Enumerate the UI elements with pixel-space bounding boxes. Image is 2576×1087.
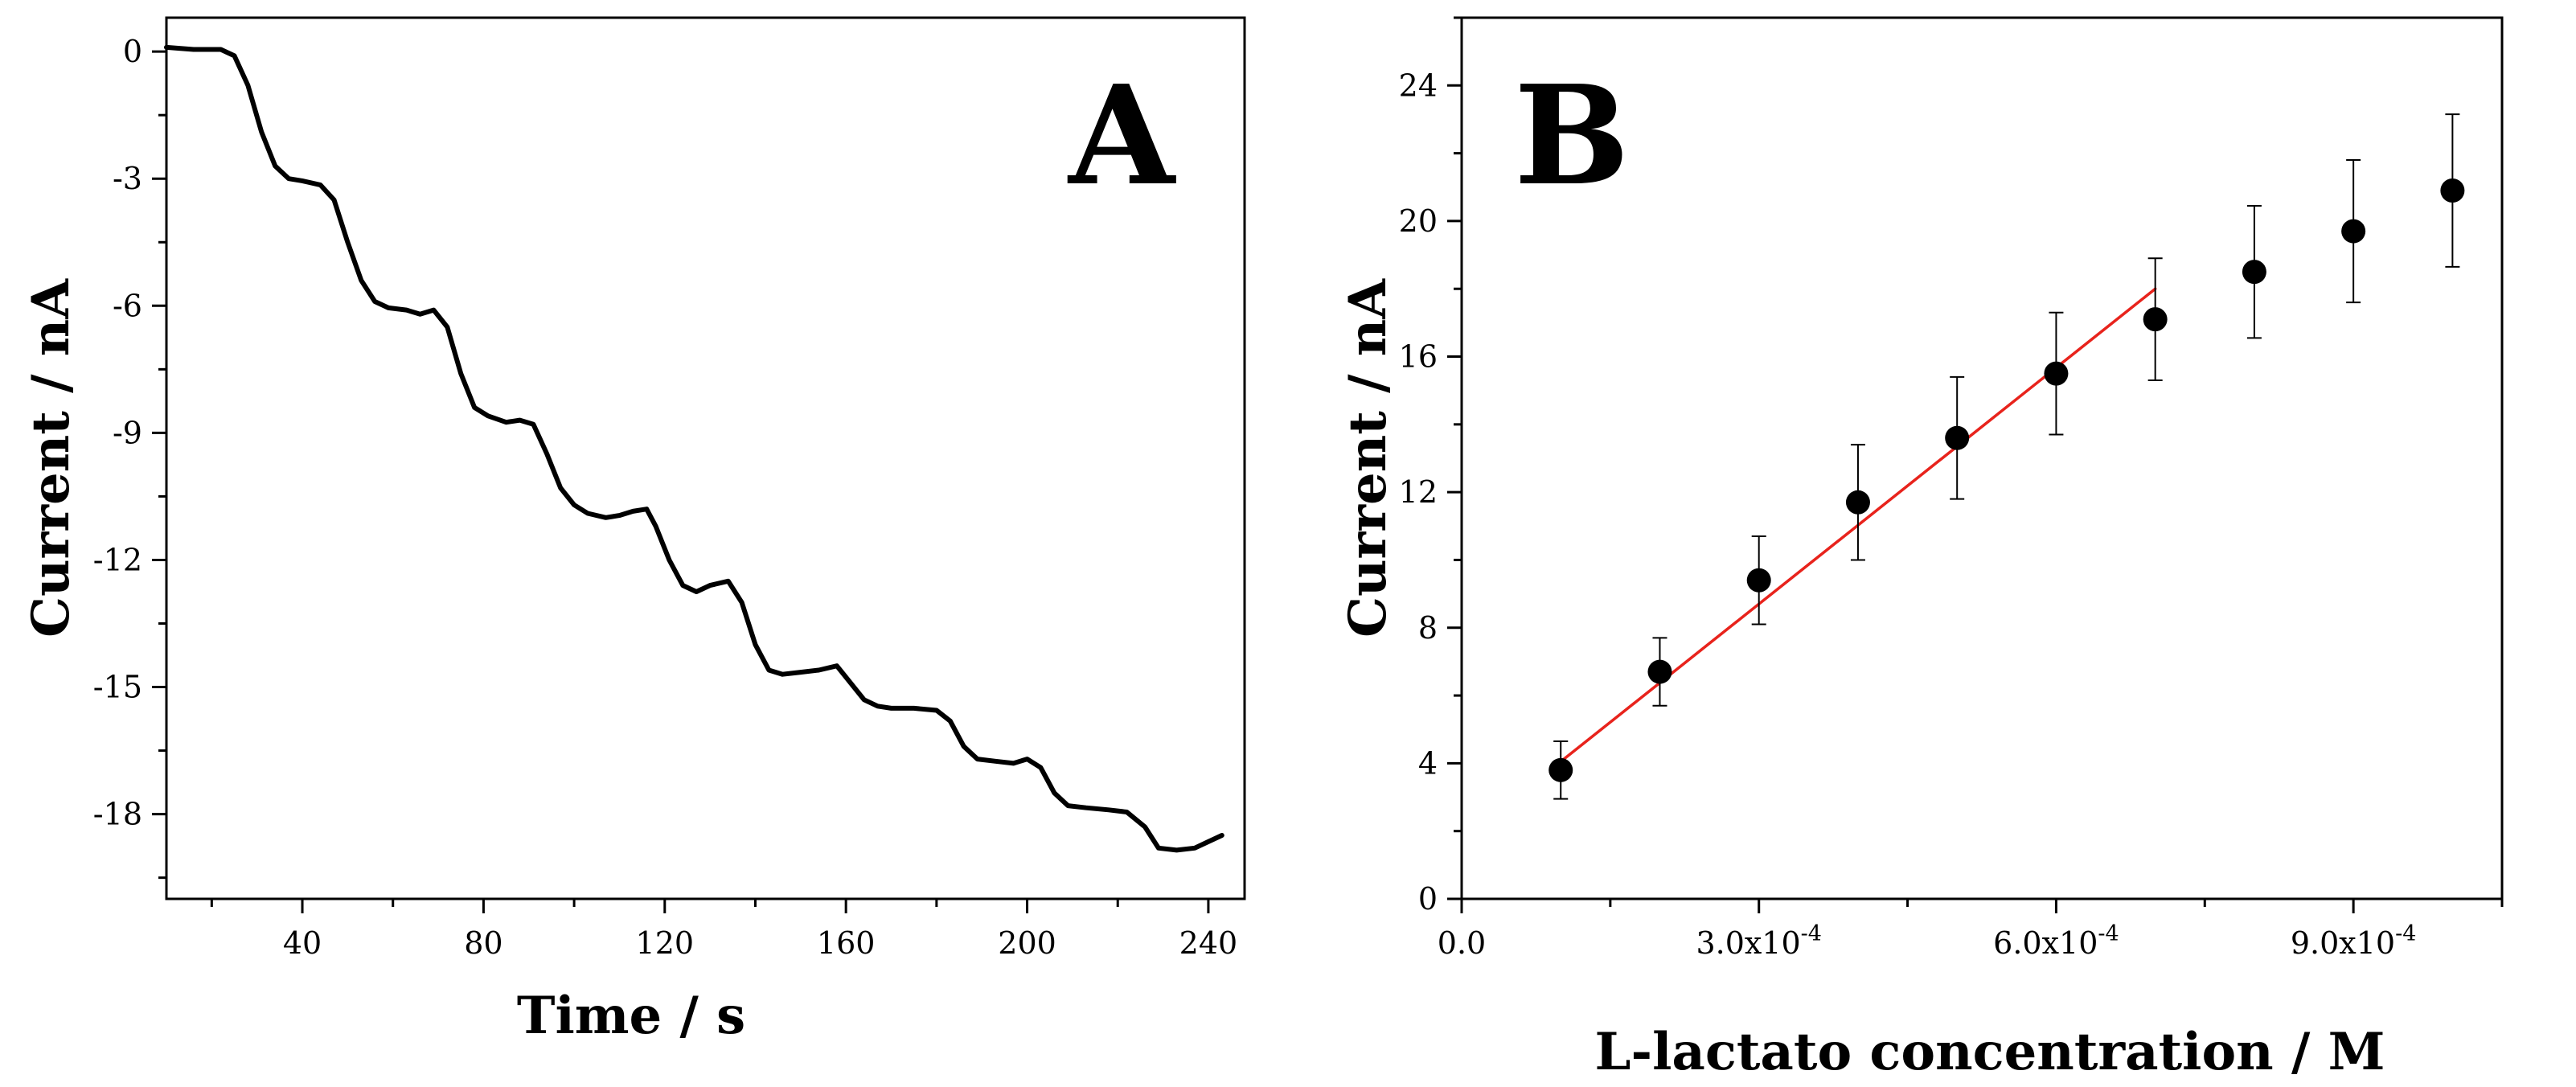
panel-a-y-tick-label: -15 (93, 670, 142, 705)
panel-a-x-tick-label: 40 (283, 925, 322, 961)
panel-a-x-tick-label: 160 (817, 925, 876, 961)
panel-a-letter: A (1067, 55, 1176, 216)
panel-a-x-axis-title: Time / s (517, 986, 745, 1046)
panel-b-data-point (2242, 260, 2266, 285)
panel-a-tick-labels: 0 -3 -6 -9 -12 -15 -18 40 80 120 160 200 240 (93, 34, 1237, 961)
chart-panel-a: 0 -3 -6 -9 -12 -15 -18 40 80 120 160 200 240 Time / … (21, 16, 1246, 1046)
panel-a-plot-area (164, 44, 1224, 853)
panel-b-data-point (1945, 425, 1970, 450)
panel-b-x-tick-label: 3.0x10-4 (1696, 921, 1822, 961)
panel-b-data-point (2044, 361, 2069, 386)
panel-b-tick-labels: 0 4 8 12 16 20 24 0.0 3.0x10-4 6.0x10-4 9.0x10-4 (1399, 68, 2417, 961)
panel-b-plot-area (1548, 113, 2465, 800)
panel-b-data-point (1845, 490, 1870, 515)
panel-b-frame (1460, 16, 2504, 900)
panel-b-y-tick-label: 4 (1418, 745, 1438, 781)
panel-a-y-tick-label: -6 (113, 288, 142, 323)
panel-b-x-tick-label: 0.0 (1438, 925, 1486, 961)
panel-a-frame (165, 16, 1246, 900)
panel-a-y-tick-label: 0 (123, 34, 142, 69)
panel-a-y-tick-label: -12 (93, 542, 142, 577)
panel-a-y-tick-label: -3 (113, 161, 142, 196)
panel-b-x-tick-label: 9.0x10-4 (2291, 921, 2417, 961)
panel-b-y-tick-label: 24 (1399, 68, 1438, 103)
panel-a-x-tick-label: 120 (636, 925, 695, 961)
panel-a-y-tick-label: -18 (93, 797, 142, 832)
panel-b-data-point (1746, 568, 1771, 593)
panel-b-y-tick-label: 8 (1418, 610, 1438, 646)
chart-panel-b: 0 4 8 12 16 20 24 0.0 3.0x10-4 6.0x10-4 9.0x10-4 L… (1338, 16, 2504, 1082)
panel-a-y-axis-title: Current / nA (21, 278, 81, 638)
panel-a-current-trace (164, 44, 1224, 853)
panel-b-data-point (1548, 757, 1573, 782)
panel-b-data-point (2143, 307, 2168, 332)
panel-b-y-tick-label: 20 (1399, 203, 1438, 239)
panel-a-x-tick-label: 240 (1179, 925, 1238, 961)
panel-a-x-tick-label: 80 (464, 925, 502, 961)
panel-a-x-tick-label: 200 (998, 925, 1056, 961)
panel-b-data-point (2440, 178, 2465, 203)
panel-a-y-tick-label: -9 (113, 415, 142, 450)
panel-b-ticks (1447, 16, 2504, 913)
panel-b-x-tick-label: 6.0x10-4 (1993, 921, 2119, 961)
panel-b-data-point (1647, 659, 1672, 684)
panel-b-y-tick-label: 16 (1399, 339, 1438, 375)
panel-b-y-tick-label: 0 (1418, 881, 1438, 917)
panel-a-ticks (152, 50, 1210, 913)
panel-b-y-axis-title: Current / nA (1338, 278, 1398, 638)
panel-b-x-axis-title: L-lactato concentration / M (1595, 1022, 2385, 1082)
panel-b-data-point (2341, 219, 2366, 244)
panel-b-letter: B (1514, 55, 1630, 216)
panel-b-y-tick-label: 12 (1399, 474, 1438, 510)
